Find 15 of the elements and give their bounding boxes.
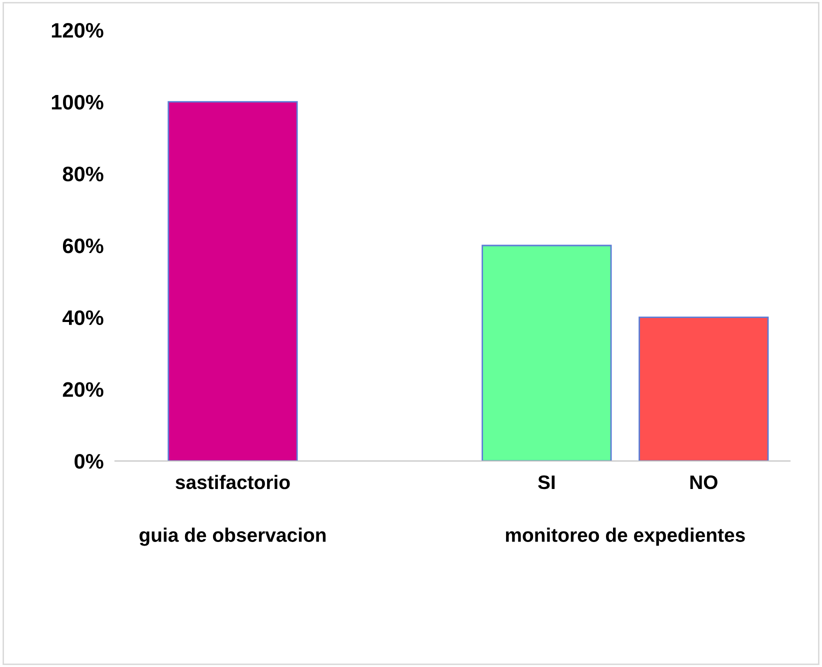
x-tick-label: sastifactorio: [176, 474, 290, 490]
x-tick-label: NO: [690, 475, 718, 490]
y-tick-label: 20%: [62, 382, 104, 397]
bar: [482, 244, 612, 461]
text: monitoreo de expedientes: [506, 528, 745, 546]
text: guia de observacion: [140, 528, 326, 546]
y-tick-label: 120%: [52, 23, 104, 38]
x-tick-label: SI: [538, 475, 555, 490]
y-tick-label: 80%: [62, 166, 104, 182]
y-tick-label: 0%: [74, 454, 104, 469]
y-tick-label: 40%: [62, 310, 104, 326]
bar: [168, 101, 298, 461]
y-tick-label: 100%: [52, 94, 104, 110]
bar: [638, 316, 769, 461]
y-tick-label: 60%: [62, 238, 104, 254]
